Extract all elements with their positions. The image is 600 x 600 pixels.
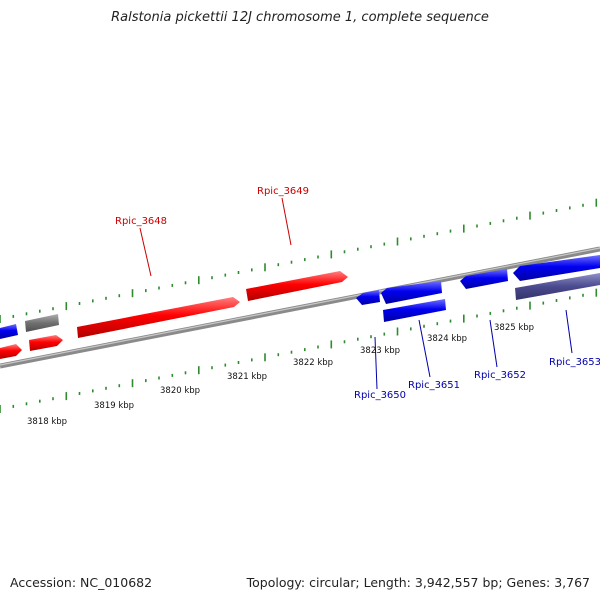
forward-genes xyxy=(0,271,348,359)
scale-label: 3821 kbp xyxy=(227,372,267,382)
chromosome-backbone xyxy=(0,246,600,369)
chromosome-backbone-highlight xyxy=(0,247,600,366)
scale-label: 3820 kbp xyxy=(160,386,200,396)
reverse-genes xyxy=(356,255,600,322)
scale-label: 3823 kbp xyxy=(360,346,400,356)
upper-ruler xyxy=(0,198,598,323)
scale-labels: 3818 kbp 3819 kbp 3820 kbp 3821 kbp 3822… xyxy=(27,323,534,427)
gene-left-edge-blue-arrow[interactable] xyxy=(0,324,18,339)
scale-label: 3825 kbp xyxy=(494,323,534,333)
gene-rpic-3650-arrow[interactable] xyxy=(356,290,380,305)
scale-label: 3819 kbp xyxy=(94,401,134,411)
gene-label-rpic-3653[interactable]: Rpic_3653 xyxy=(549,357,600,368)
gene-rpic-3651b-arrow[interactable] xyxy=(383,299,446,322)
gene-rpic-3653-arrow[interactable] xyxy=(513,255,600,281)
gene-label-rpic-3648[interactable]: Rpic_3648 xyxy=(115,216,167,227)
lower-ruler xyxy=(0,288,598,413)
gene-rpic-3652-arrow[interactable] xyxy=(460,269,508,289)
genome-summary-text: Topology: circular; Length: 3,942,557 bp… xyxy=(246,575,590,590)
page-title: Ralstonia pickettii 12J chromosome 1, co… xyxy=(111,10,489,25)
gene-left-edge-forward-arrow[interactable] xyxy=(0,344,22,359)
scale-label: 3818 kbp xyxy=(27,417,67,427)
gene-label-rpic-3650[interactable]: Rpic_3650 xyxy=(354,390,406,401)
gene-leaders xyxy=(139,197,573,390)
gene-label-rpic-3651[interactable]: Rpic_3651 xyxy=(408,380,460,391)
gene-rpic-3648-arrow[interactable] xyxy=(77,297,240,338)
gene-left-forward-arrow[interactable] xyxy=(29,335,63,351)
gene-label-rpic-3649[interactable]: Rpic_3649 xyxy=(257,186,309,197)
gene-labels: Rpic_3648 Rpic_3649 Rpic_3650 Rpic_3651 … xyxy=(115,186,600,401)
gene-rpic-3649-arrow[interactable] xyxy=(246,271,348,301)
gene-grey-arrow[interactable] xyxy=(25,314,59,332)
gene-purple-arrow[interactable] xyxy=(515,273,600,300)
gene-rpic-3651-arrow[interactable] xyxy=(381,281,442,304)
scale-label: 3824 kbp xyxy=(427,334,467,344)
accession-text: Accession: NC_010682 xyxy=(10,575,153,590)
gene-label-rpic-3652[interactable]: Rpic_3652 xyxy=(474,370,526,381)
scale-label: 3822 kbp xyxy=(293,358,333,368)
